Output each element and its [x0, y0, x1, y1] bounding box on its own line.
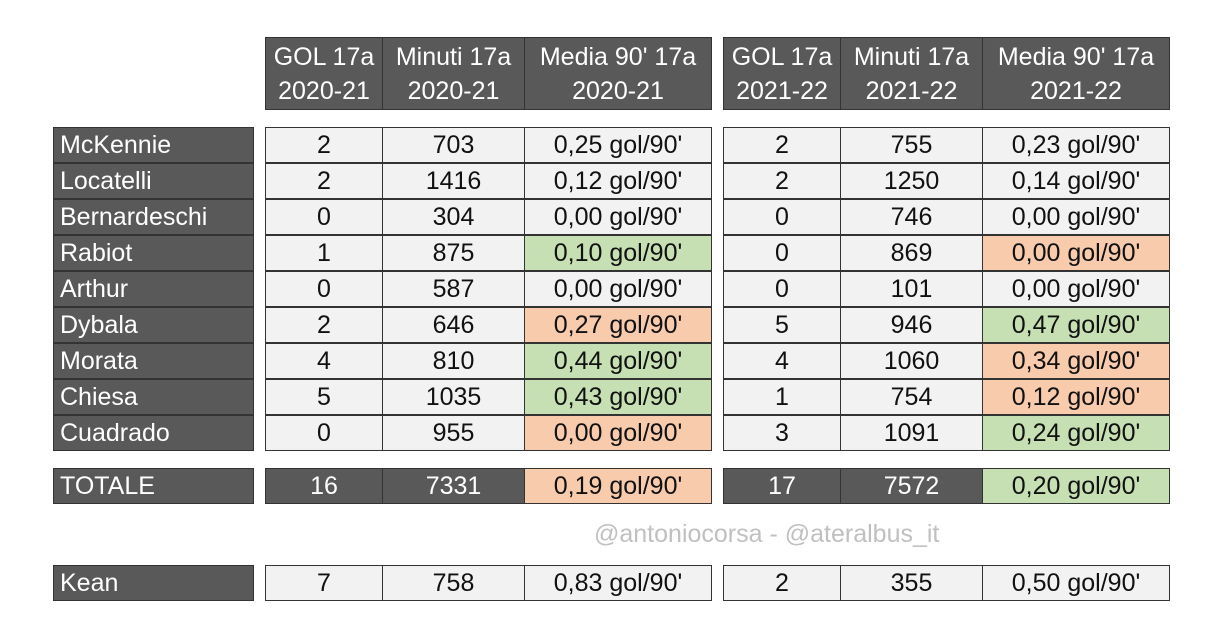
minutes-2021-22: 869	[840, 235, 983, 271]
player-name: Locatelli	[53, 163, 254, 199]
goals-2021-22: 2	[723, 163, 841, 199]
goals-2021-22: 17	[723, 468, 841, 504]
column-header-line: Media 90' 17a	[539, 42, 697, 71]
minutes-2020-21: 7331	[382, 468, 525, 504]
goals-2021-22: 4	[723, 343, 841, 379]
goals-2020-21: 2	[265, 127, 383, 163]
goals-2021-22: 0	[723, 271, 841, 307]
goals-2020-21: 7	[265, 565, 383, 601]
avg-2021-22: 0,23 gol/90'	[982, 127, 1170, 163]
column-header-line: 2020-21	[407, 76, 500, 105]
avg-2020-21: 0,43 gol/90'	[524, 379, 712, 415]
minutes-2021-22: 755	[840, 127, 983, 163]
minutes-2020-21: 587	[382, 271, 525, 307]
minutes-2021-22: 754	[840, 379, 983, 415]
column-header-line: 2021-22	[736, 76, 828, 105]
avg-2021-22: 0,34 gol/90'	[982, 343, 1170, 379]
avg-2021-22: 0,24 gol/90'	[982, 415, 1170, 451]
goals-2020-21: 0	[265, 199, 383, 235]
minutes-2020-21: 646	[382, 307, 525, 343]
goals-2021-22: 5	[723, 307, 841, 343]
player-name: Rabiot	[53, 235, 254, 271]
avg-2020-21: 0,12 gol/90'	[524, 163, 712, 199]
avg-2020-21: 0,10 gol/90'	[524, 235, 712, 271]
goals-2020-21: 0	[265, 415, 383, 451]
minutes-2021-22: 101	[840, 271, 983, 307]
minutes-2021-22: 746	[840, 199, 983, 235]
goals-2021-22: 0	[723, 235, 841, 271]
minutes-2021-22: 7572	[840, 468, 983, 504]
minutes-2021-22: 355	[840, 565, 983, 601]
avg-2021-22: 0,50 gol/90'	[982, 565, 1170, 601]
minutes-2021-22: 1060	[840, 343, 983, 379]
column-header-line: Minuti 17a	[853, 42, 970, 71]
column-header-line: Minuti 17a	[395, 42, 512, 71]
minutes-2020-21: 955	[382, 415, 525, 451]
avg-2020-21: 0,00 gol/90'	[524, 415, 712, 451]
minutes-2020-21: 304	[382, 199, 525, 235]
minutes-2020-21: 758	[382, 565, 525, 601]
avg-2021-22: 0,12 gol/90'	[982, 379, 1170, 415]
goals-2020-21: 2	[265, 307, 383, 343]
player-name: Kean	[53, 565, 254, 601]
column-header-line: Media 90' 17a	[997, 42, 1155, 71]
player-name: Bernardeschi	[53, 199, 254, 235]
avg-2020-21: 0,83 gol/90'	[524, 565, 712, 601]
minutes-2020-21: 875	[382, 235, 525, 271]
minutes-2020-21: 1416	[382, 163, 525, 199]
minutes-2020-21: 1035	[382, 379, 525, 415]
avg-2020-21: 0,44 gol/90'	[524, 343, 712, 379]
goals-2021-22: 2	[723, 565, 841, 601]
avg-2020-21: 0,25 gol/90'	[524, 127, 712, 163]
player-name: Chiesa	[53, 379, 254, 415]
player-name: Morata	[53, 343, 254, 379]
column-header-line: 2021-22	[865, 76, 958, 105]
goals-2020-21: 5	[265, 379, 383, 415]
goals-2021-22: 0	[723, 199, 841, 235]
goals-2020-21: 4	[265, 343, 383, 379]
avg-2021-22: 0,00 gol/90'	[982, 271, 1170, 307]
column-header-line: 2021-22	[1030, 76, 1122, 105]
column-header-line: 2020-21	[572, 76, 664, 105]
goals-2021-22: 3	[723, 415, 841, 451]
avg-2020-21: 0,00 gol/90'	[524, 271, 712, 307]
column-header: Media 90' 17a 2020-21	[524, 37, 712, 110]
avg-2020-21: 0,27 gol/90'	[524, 307, 712, 343]
avg-2020-21: 0,19 gol/90'	[524, 468, 712, 504]
minutes-2020-21: 703	[382, 127, 525, 163]
minutes-2021-22: 946	[840, 307, 983, 343]
column-header: Media 90' 17a 2021-22	[982, 37, 1170, 110]
goals-2020-21: 0	[265, 271, 383, 307]
goals-2020-21: 1	[265, 235, 383, 271]
goals-2021-22: 1	[723, 379, 841, 415]
avg-2021-22: 0,00 gol/90'	[982, 199, 1170, 235]
goals-2020-21: 16	[265, 468, 383, 504]
player-name: TOTALE	[53, 468, 254, 504]
player-name: Dybala	[53, 307, 254, 343]
avg-2021-22: 0,00 gol/90'	[982, 235, 1170, 271]
avg-2021-22: 0,14 gol/90'	[982, 163, 1170, 199]
player-name: McKennie	[53, 127, 254, 163]
avg-2020-21: 0,00 gol/90'	[524, 199, 712, 235]
avg-2021-22: 0,47 gol/90'	[982, 307, 1170, 343]
minutes-2021-22: 1091	[840, 415, 983, 451]
credit-text: @antoniocorsa - @ateralbus_it	[594, 520, 940, 548]
column-header-line: GOL 17a	[731, 42, 833, 71]
goals-2020-21: 2	[265, 163, 383, 199]
player-name: Cuadrado	[53, 415, 254, 451]
column-header-line: 2020-21	[278, 76, 370, 105]
avg-2021-22: 0,20 gol/90'	[982, 468, 1170, 504]
player-name: Arthur	[53, 271, 254, 307]
column-header: GOL 17a 2021-22	[723, 37, 841, 110]
minutes-2021-22: 1250	[840, 163, 983, 199]
column-header: Minuti 17a 2020-21	[382, 37, 525, 110]
column-header: Minuti 17a 2021-22	[840, 37, 983, 110]
minutes-2020-21: 810	[382, 343, 525, 379]
goals-2021-22: 2	[723, 127, 841, 163]
column-header: GOL 17a 2020-21	[265, 37, 383, 110]
column-header-line: GOL 17a	[273, 42, 375, 71]
